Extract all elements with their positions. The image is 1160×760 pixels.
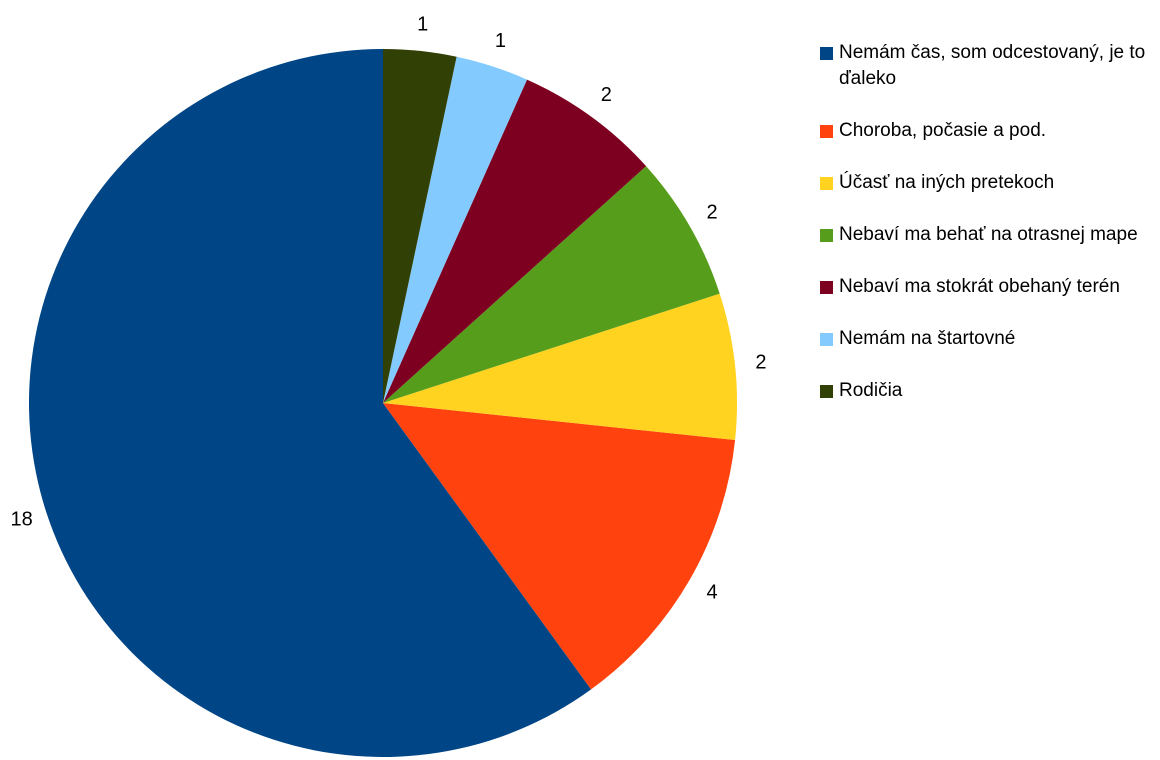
legend-label: Účasť na iných pretekoch — [839, 172, 1055, 193]
chart: 18 4 2 2 2 1 1 — [10, 13, 766, 757]
data-label: 2 — [755, 352, 766, 374]
legend-label: Nemám čas, som odcestovaný, je to ďaleko — [839, 42, 1146, 89]
legend-item: Účasť na iných pretekoch — [820, 170, 1150, 196]
pie-slice — [383, 79, 647, 403]
legend-swatch — [820, 229, 833, 242]
legend-swatch — [820, 47, 833, 60]
legend-swatch — [820, 385, 833, 398]
legend-item: Rodičia — [820, 378, 1150, 404]
legend-swatch — [820, 333, 833, 346]
legend-item: Nebaví ma behať na otrasnej mape — [820, 222, 1150, 248]
legend-item: Nebaví ma stokrát obehaný terén — [820, 274, 1150, 300]
legend-label: Nemám na štartovné — [839, 328, 1016, 349]
data-label: 2 — [601, 84, 612, 106]
legend-label: Choroba, počasie a pod. — [839, 120, 1047, 141]
legend-swatch — [820, 177, 833, 190]
legend-label: Rodičia — [839, 380, 903, 401]
pie-slice — [383, 56, 527, 403]
pie-slice — [383, 403, 736, 690]
data-label: 18 — [10, 509, 32, 531]
pie-slice — [383, 49, 457, 403]
data-label: 4 — [707, 581, 718, 603]
legend-item: Nemám na štartovné — [820, 326, 1150, 352]
pie-slice — [383, 293, 737, 441]
legend-label: Nebaví ma stokrát obehaný terén — [839, 276, 1120, 297]
legend-swatch — [820, 125, 833, 138]
pie-slice — [28, 49, 592, 757]
legend-swatch — [820, 281, 833, 294]
pie-slice — [383, 166, 720, 403]
legend: Nemám čas, som odcestovaný, je to ďaleko… — [820, 40, 1150, 430]
data-label: 1 — [417, 13, 428, 35]
data-label: 1 — [495, 30, 506, 52]
legend-label: Nebaví ma behať na otrasnej mape — [839, 224, 1138, 245]
legend-item: Choroba, počasie a pod. — [820, 118, 1150, 144]
data-label: 2 — [707, 201, 718, 223]
legend-item: Nemám čas, som odcestovaný, je to ďaleko — [820, 40, 1150, 92]
